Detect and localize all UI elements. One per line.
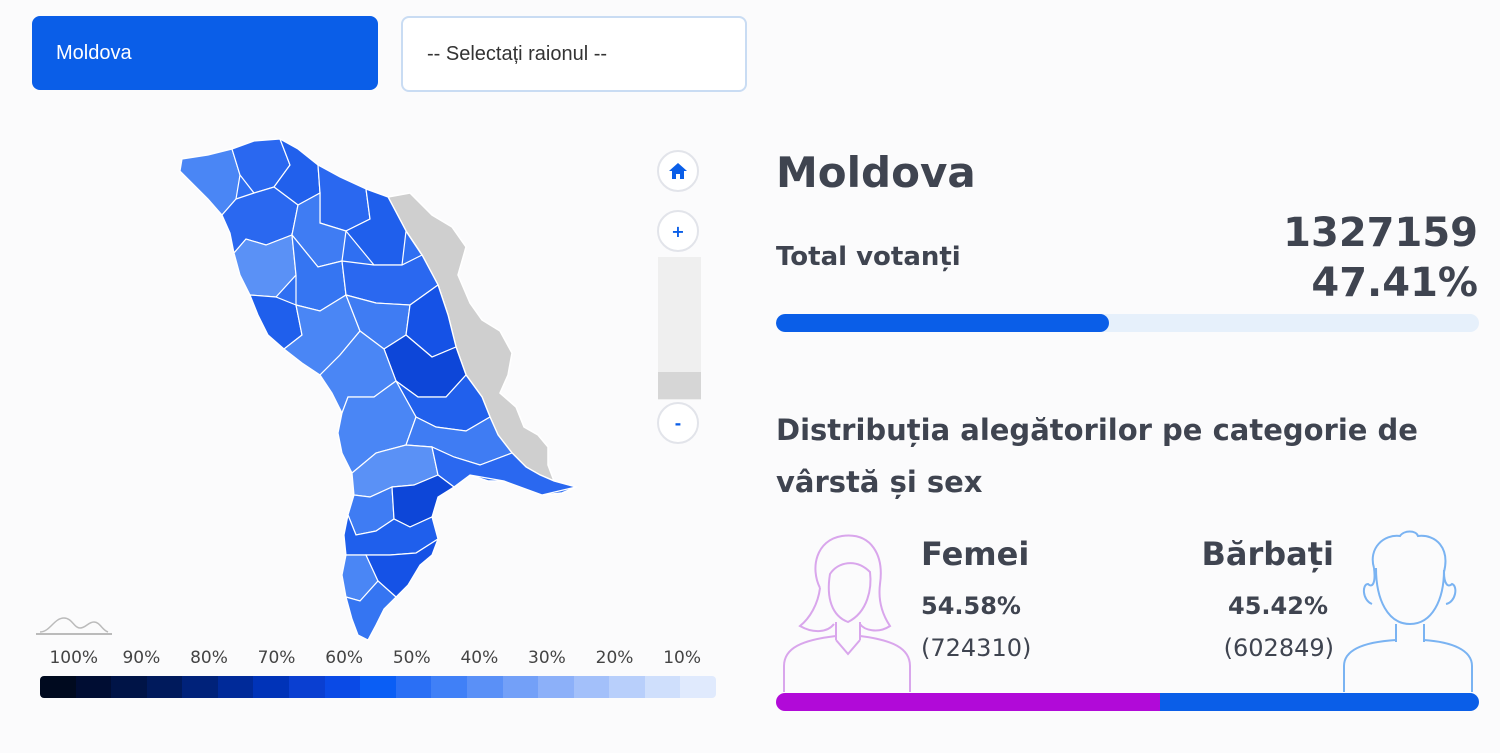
- legend-color-swatch: [573, 676, 610, 698]
- distribution-title: Distribuția alegătorilor pe categorie de…: [776, 413, 1418, 499]
- legend-label: 70%: [257, 648, 296, 668]
- legend-label: 40%: [460, 648, 499, 668]
- legend-label: 100%: [49, 648, 99, 668]
- legend-color-swatch: [395, 676, 432, 698]
- legend-color-swatch: [146, 676, 183, 698]
- legend-color-swatch: [609, 676, 645, 698]
- gender-distribution-bar: [776, 693, 1479, 711]
- total-voters-label: Total votanți: [776, 242, 961, 272]
- zoom-in-button[interactable]: +: [657, 210, 699, 252]
- legend-label: 80%: [190, 648, 228, 668]
- legend-color-swatch: [75, 676, 112, 698]
- legend-color-swatch: [360, 676, 396, 698]
- moldova-map[interactable]: [170, 135, 590, 645]
- legend-labels: 100% 90% 80% 70% 60% 50% 40% 30% 20% 10%: [40, 648, 716, 668]
- legend-color-swatch: [466, 676, 503, 698]
- men-percent: 45.42%: [1228, 592, 1328, 620]
- map-district-north-4[interactable]: [317, 163, 371, 232]
- legend-color-swatch: [111, 676, 147, 698]
- country-button[interactable]: Moldova: [32, 16, 378, 90]
- map-district-south-east[interactable]: [431, 445, 577, 496]
- legend-color-swatch: [217, 676, 254, 698]
- home-icon: [669, 163, 687, 179]
- legend-color-swatch: [289, 676, 325, 698]
- men-bar-segment: [1159, 693, 1479, 711]
- legend-label: 20%: [595, 648, 634, 668]
- turnout-progress-bar: [776, 314, 1479, 332]
- legend-color-swatch: [182, 676, 218, 698]
- legend-label: 60%: [325, 648, 364, 668]
- woman-icon: [783, 534, 911, 692]
- legend-label: 30%: [528, 648, 566, 668]
- total-voters-count: 1327159: [1283, 210, 1478, 256]
- total-voters-value: 1327159 47.41%: [1283, 208, 1478, 308]
- region-title: Moldova: [776, 148, 976, 197]
- map-logo-icon: [36, 617, 112, 635]
- zoom-out-button[interactable]: -: [657, 402, 699, 444]
- legend-color-swatch: [253, 676, 290, 698]
- man-icon: [1343, 530, 1473, 692]
- women-count: (724310): [921, 634, 1032, 662]
- women-label: Femei: [921, 535, 1030, 573]
- legend-color-swatch: [40, 676, 76, 698]
- women-percent: 54.58%: [921, 592, 1021, 620]
- zoom-slider-thumb[interactable]: [658, 372, 701, 399]
- legend-color-swatch: [502, 676, 539, 698]
- legend-label: 10%: [663, 648, 702, 668]
- turnout-percent: 47.41%: [1311, 260, 1478, 306]
- women-bar-segment: [776, 693, 1160, 711]
- map-district-south-tip[interactable]: [345, 580, 397, 641]
- legend-color-swatch: [431, 676, 467, 698]
- legend-color-scale: [40, 676, 716, 698]
- legend-color-swatch: [324, 676, 361, 698]
- legend-color-swatch: [680, 676, 716, 698]
- zoom-slider[interactable]: [658, 257, 701, 400]
- legend-label: 90%: [122, 648, 161, 668]
- turnout-progress-fill: [776, 314, 1110, 332]
- men-label: Bărbați: [1201, 535, 1334, 573]
- legend-color-swatch: [538, 676, 574, 698]
- men-count: (602849): [1223, 634, 1334, 662]
- legend-color-swatch: [644, 676, 681, 698]
- home-button[interactable]: [657, 150, 699, 192]
- district-select[interactable]: -- Selectați raionul --: [401, 16, 747, 92]
- legend-label: 50%: [392, 648, 431, 668]
